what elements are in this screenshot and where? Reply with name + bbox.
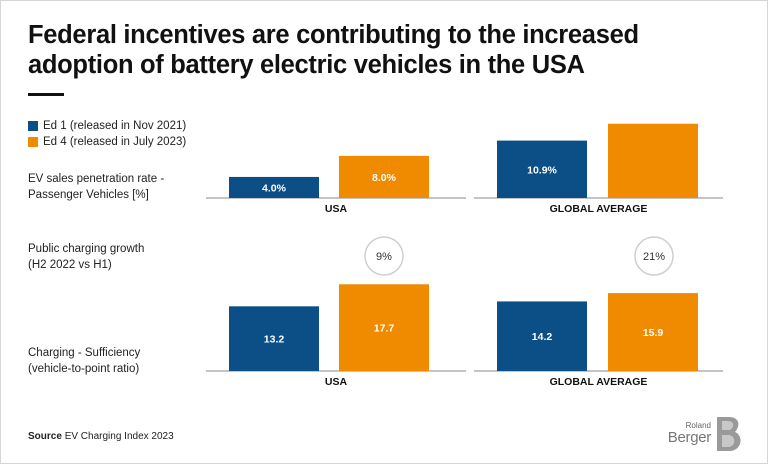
legend-label-ed1: Ed 1 (released in Nov 2021) xyxy=(43,120,187,132)
logo-text-roland: Roland xyxy=(685,421,711,430)
row-label-charging-growth: Public charging growth (H2 2022 vs H1) xyxy=(28,241,144,273)
sufficiency-data-label-global-average-ed1: 14.2 xyxy=(532,331,553,343)
row-label-charging-growth-line-2: (H2 2022 vs H1) xyxy=(28,259,112,271)
ev-sales-category-label-usa: USA xyxy=(325,203,348,215)
sufficiency-bar-global-average-ed1 xyxy=(497,301,587,371)
legend-swatch-ed4 xyxy=(28,137,38,147)
legend-label-ed4: Ed 4 (released in July 2023) xyxy=(43,136,187,148)
row-label-ev-sales-line-1: EV sales penetration rate - xyxy=(28,173,165,185)
row-label-ev-sales: EV sales penetration rate - Passenger Ve… xyxy=(28,171,164,203)
legend-swatch-ed1 xyxy=(28,121,38,131)
row-label-charging-growth-line-1: Public charging growth xyxy=(28,243,145,255)
logo-mark-icon xyxy=(717,417,741,451)
ev-sales-bar-global-average-ed4 xyxy=(608,123,698,198)
ev-sales-bar-global-average-ed1 xyxy=(497,140,587,198)
row-label-sufficiency: Charging - Sufficiency (vehicle-to-point… xyxy=(28,345,140,377)
source-note: Source EV Charging Index 2023 xyxy=(28,431,174,442)
source-text: EV Charging Index 2023 xyxy=(64,431,174,442)
charging-growth-circle-global-average xyxy=(634,236,674,276)
sufficiency-category-label-global-average: GLOBAL AVERAGE xyxy=(550,376,648,388)
title-underline xyxy=(28,93,64,96)
ev-sales-category-label-global-average: GLOBAL AVERAGE xyxy=(550,203,648,215)
sufficiency-data-label-usa-ed1: 13.2 xyxy=(264,334,285,346)
charging-growth-value-usa: 9% xyxy=(376,251,392,263)
page-title-line-1: Federal incentives are contributing to t… xyxy=(28,21,639,49)
row-label-sufficiency-line-1: Charging - Sufficiency xyxy=(28,347,141,359)
source-label: Source xyxy=(28,431,62,442)
ev-sales-bar-usa-ed1 xyxy=(229,176,319,198)
roland-berger-logo: Roland Berger xyxy=(667,415,745,453)
sufficiency-bar-usa-ed1 xyxy=(229,306,319,371)
ev-sales-data-label-usa-ed4: 8.0% xyxy=(372,172,397,184)
ev-sales-bar-usa-ed4 xyxy=(339,155,429,198)
logo-text-berger: Berger xyxy=(667,429,712,446)
ev-sales-data-label-global-average-ed1: 10.9% xyxy=(527,164,557,176)
page-title-line-2: adoption of battery electric vehicles in… xyxy=(28,51,585,79)
ev-sales-data-label-usa-ed1: 4.0% xyxy=(262,182,287,194)
sufficiency-bar-usa-ed4 xyxy=(339,284,429,371)
charging-growth-circle-usa xyxy=(364,236,404,276)
row-label-sufficiency-line-2: (vehicle-to-point ratio) xyxy=(28,363,140,375)
sufficiency-bar-global-average-ed4 xyxy=(608,293,698,371)
sufficiency-data-label-usa-ed4: 17.7 xyxy=(374,323,395,335)
sufficiency-data-label-global-average-ed4: 15.9 xyxy=(643,327,664,339)
row-label-ev-sales-line-2: Passenger Vehicles [%] xyxy=(28,189,149,201)
sufficiency-category-label-usa: USA xyxy=(325,376,348,388)
charging-growth-value-global-average: 21% xyxy=(643,251,665,263)
